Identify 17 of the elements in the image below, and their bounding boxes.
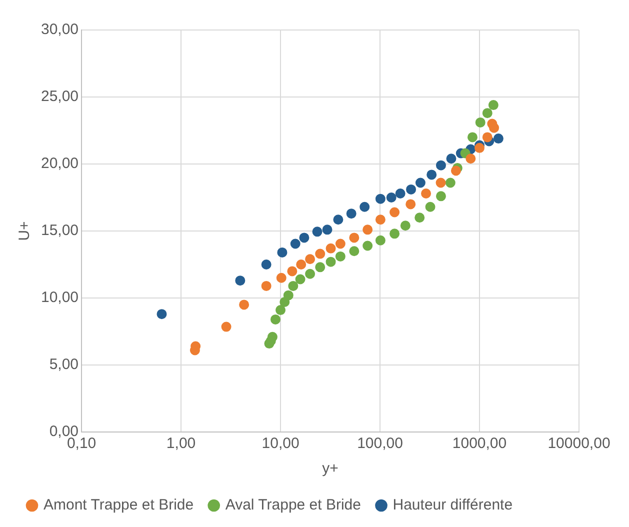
x-tick-label: 0,10 [66, 435, 96, 452]
y-tick-label: 5,00 [49, 356, 79, 374]
y-tick-label: 25,00 [40, 88, 79, 106]
legend-label: Hauteur différente [392, 496, 513, 514]
y-tick-label: 15,00 [40, 222, 79, 240]
x-tick-label: 100,00 [357, 435, 403, 452]
y-tick-label: 10,00 [40, 289, 79, 306]
y-tick-label: 20,00 [40, 155, 79, 172]
legend-label: Aval Trappe et Bride [225, 496, 361, 514]
y-axis-title: U+ [16, 220, 34, 241]
legend-label: Amont Trappe et Bride [44, 496, 194, 514]
y-tick-label: 30,00 [40, 21, 79, 38]
x-axis-title: y+ [322, 460, 339, 478]
x-tick-label: 10000,00 [548, 435, 610, 452]
x-tick-label: 10,00 [262, 435, 300, 452]
x-tick-label: 1,00 [166, 435, 196, 452]
x-tick-label: 1000,00 [452, 435, 507, 452]
